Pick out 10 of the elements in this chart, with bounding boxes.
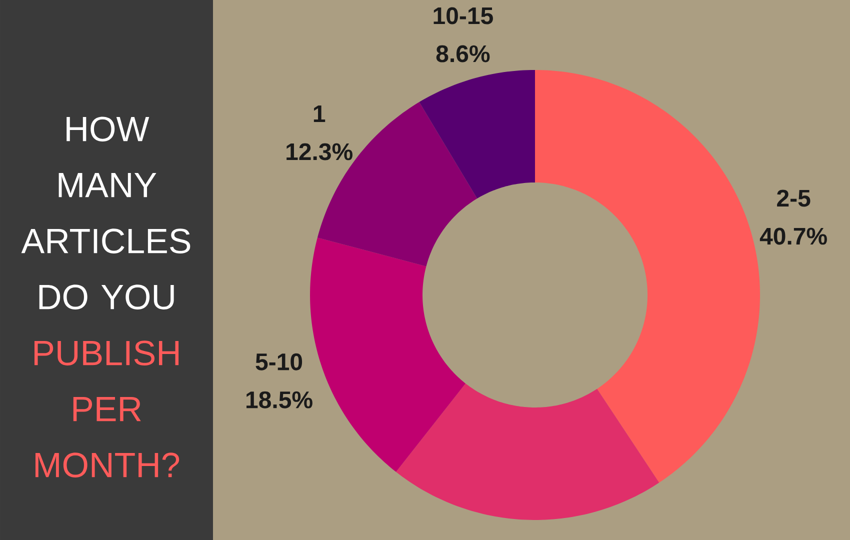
slice-label: 5-10	[256, 353, 302, 370]
slice-label: 1	[314, 105, 326, 122]
data-label: 40.7%	[760, 228, 827, 245]
data-label: 18.5%	[246, 391, 312, 408]
data-label: 12.3%	[286, 143, 352, 160]
text: HOW MANY ARTICLES DO YOU	[21, 116, 190, 310]
slice-label: 10-15	[434, 7, 493, 24]
data-label: 8.6%	[436, 45, 490, 62]
slice-label: 2-5	[777, 190, 810, 207]
text: PUBLISH PER MONTH?	[34, 340, 180, 478]
